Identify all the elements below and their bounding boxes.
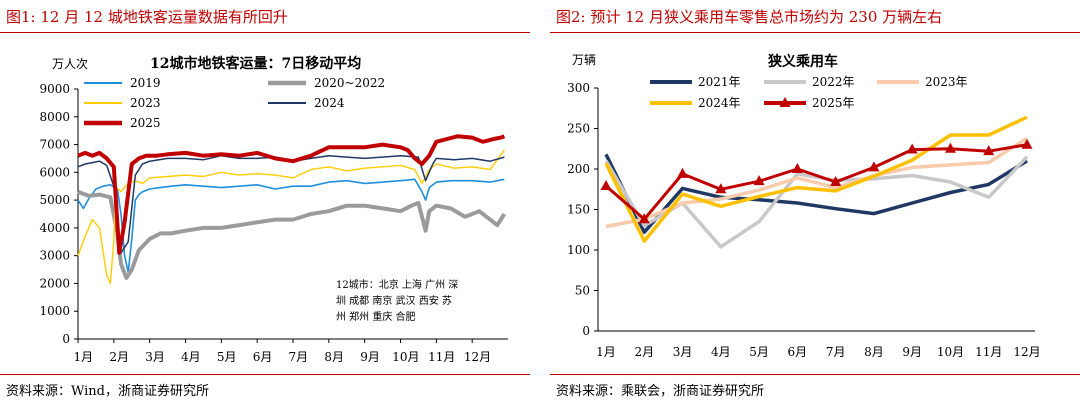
legend-label-2022年: 2022年 — [812, 75, 855, 89]
right-top-rule — [550, 32, 1080, 33]
chart-title: 12城市地铁客运量：7日移动平均 — [150, 55, 361, 72]
y-tick-label: 100 — [567, 243, 590, 257]
x-tick-label: 4月 — [181, 350, 201, 364]
right-figure-panel: 图2: 预计 12 月狭义乘用车零售总市场约为 230 万辆左右 万辆 0 50 10… — [550, 0, 1080, 417]
marker-2025年 — [868, 161, 880, 172]
series-line-2025 — [77, 134, 506, 255]
series-line-2024 — [77, 154, 505, 254]
series-line-2025年 — [605, 143, 1028, 221]
subway-ridership-chart: 万人次 0 1000 2000 3000 4000 5000 6000 7000 8000 9000… — [39, 55, 508, 364]
x-tick-label: 6月 — [253, 350, 273, 364]
marker-2025年 — [944, 142, 956, 153]
y-tick-label: 0 — [62, 332, 70, 346]
x-tick-label: 2月 — [109, 350, 129, 364]
y-tick-label: 200 — [567, 162, 590, 176]
series-line-2023年 — [605, 136, 1028, 229]
y-axis-unit-label: 万人次 — [52, 57, 88, 71]
chart-title: 狭义乘用车 — [767, 53, 838, 70]
x-tick-label: 8月 — [864, 345, 884, 359]
x-tick-label: 9月 — [902, 345, 922, 359]
x-tick-label: 11月 — [428, 350, 455, 364]
series-line-2020~2022 — [77, 189, 507, 280]
legend-label-2024年: 2024年 — [698, 96, 741, 110]
x-tick-label: 8月 — [324, 350, 344, 364]
marker-2025年 — [600, 180, 612, 191]
x-tick-label: 4月 — [711, 345, 731, 359]
y-tick-label: 9000 — [39, 82, 70, 96]
marker-2025年 — [983, 145, 995, 156]
legend-label-2025: 2025 — [130, 116, 161, 130]
marker-2025年 — [753, 175, 765, 186]
right-source-note: 资料来源：乘联会，浙商证券研究所 — [556, 384, 765, 399]
left-source-note: 资料来源：Wind，浙商证券研究所 — [6, 384, 209, 399]
x-tick-label: 1月 — [74, 350, 94, 364]
y-tick-label: 0 — [582, 324, 590, 338]
left-top-rule — [0, 32, 530, 33]
marker-2025年 — [1021, 138, 1033, 149]
legend-label-2023: 2023 — [130, 96, 161, 110]
marker-2025年 — [638, 213, 650, 224]
x-tick-label: 3月 — [145, 350, 165, 364]
marker-2025年 — [677, 167, 689, 178]
x-tick-label: 1月 — [596, 345, 616, 359]
x-tick-label: 5月 — [217, 350, 237, 364]
series-line-2019 — [77, 178, 505, 274]
legend-label-2019: 2019 — [130, 76, 161, 90]
y-tick-label: 5000 — [39, 193, 70, 207]
x-tick-label: 12月 — [1013, 345, 1040, 359]
right-figure-title: 图2: 预计 12 月狭义乘用车零售总市场约为 230 万辆左右 — [556, 8, 943, 26]
x-tick-label: 9月 — [360, 350, 380, 364]
legend-label-2024: 2024 — [314, 96, 345, 110]
x-tick-label: 11月 — [975, 345, 1002, 359]
marker-2025年 — [906, 143, 918, 154]
passenger-car-sales-chart: 万辆 0 50 100 150 200 250 300 1月 2月 3月 4月 5月 6月 7月 8月 9月 10… — [567, 53, 1041, 359]
x-tick-label: 7月 — [289, 350, 309, 364]
y-tick-label: 7000 — [39, 138, 70, 152]
x-tick-label: 10月 — [937, 345, 964, 359]
right-bottom-rule — [550, 374, 1080, 375]
y-tick-label: 4000 — [39, 221, 70, 235]
x-tick-label: 2月 — [634, 345, 654, 359]
x-tick-label: 5月 — [749, 345, 769, 359]
y-tick-label: 1000 — [39, 304, 70, 318]
x-tick-label: 3月 — [673, 345, 693, 359]
marker-2025年 — [791, 163, 803, 173]
y-tick-label: 300 — [567, 81, 590, 95]
x-tick-label: 10月 — [392, 350, 419, 364]
series-line-2024年 — [604, 115, 1028, 243]
left-figure-title: 图1: 12 月 12 城地铁客运量数据有所回升 — [6, 8, 288, 26]
left-bottom-rule — [0, 374, 530, 375]
series-line-2021年 — [604, 153, 1028, 234]
city-annotation-line: 州 郑州 重庆 合肥 — [336, 310, 416, 323]
marker-2025年 — [830, 175, 842, 186]
left-figure-panel: 图1: 12 月 12 城地铁客运量数据有所回升 万人次 0 1000 2000 300… — [0, 0, 530, 417]
y-axis-unit-label: 万辆 — [572, 53, 596, 67]
y-tick-label: 250 — [567, 122, 590, 136]
legend-label-2021年: 2021年 — [698, 75, 741, 89]
x-tick-label: 7月 — [826, 345, 846, 359]
legend-label-2020~2022: 2020~2022 — [314, 76, 385, 90]
marker-2025年 — [715, 183, 727, 194]
series-line-2023 — [77, 149, 505, 285]
y-tick-label: 50 — [575, 284, 590, 298]
y-tick-label: 150 — [567, 203, 590, 217]
city-annotation-line: 12城市：北京 上海 广州 深 — [336, 278, 458, 291]
city-annotation-line: 圳 成都 南京 武汉 西安 苏 — [336, 294, 452, 307]
legend-label-2025年: 2025年 — [812, 96, 855, 110]
x-tick-label: 12月 — [464, 350, 491, 364]
x-tick-label: 6月 — [788, 345, 808, 359]
legend-marker-2025年 — [779, 97, 791, 107]
y-tick-label: 2000 — [39, 276, 70, 290]
y-tick-label: 3000 — [39, 249, 70, 263]
y-tick-label: 8000 — [39, 110, 70, 124]
y-tick-label: 6000 — [39, 165, 70, 179]
legend-label-2023年: 2023年 — [925, 75, 968, 89]
